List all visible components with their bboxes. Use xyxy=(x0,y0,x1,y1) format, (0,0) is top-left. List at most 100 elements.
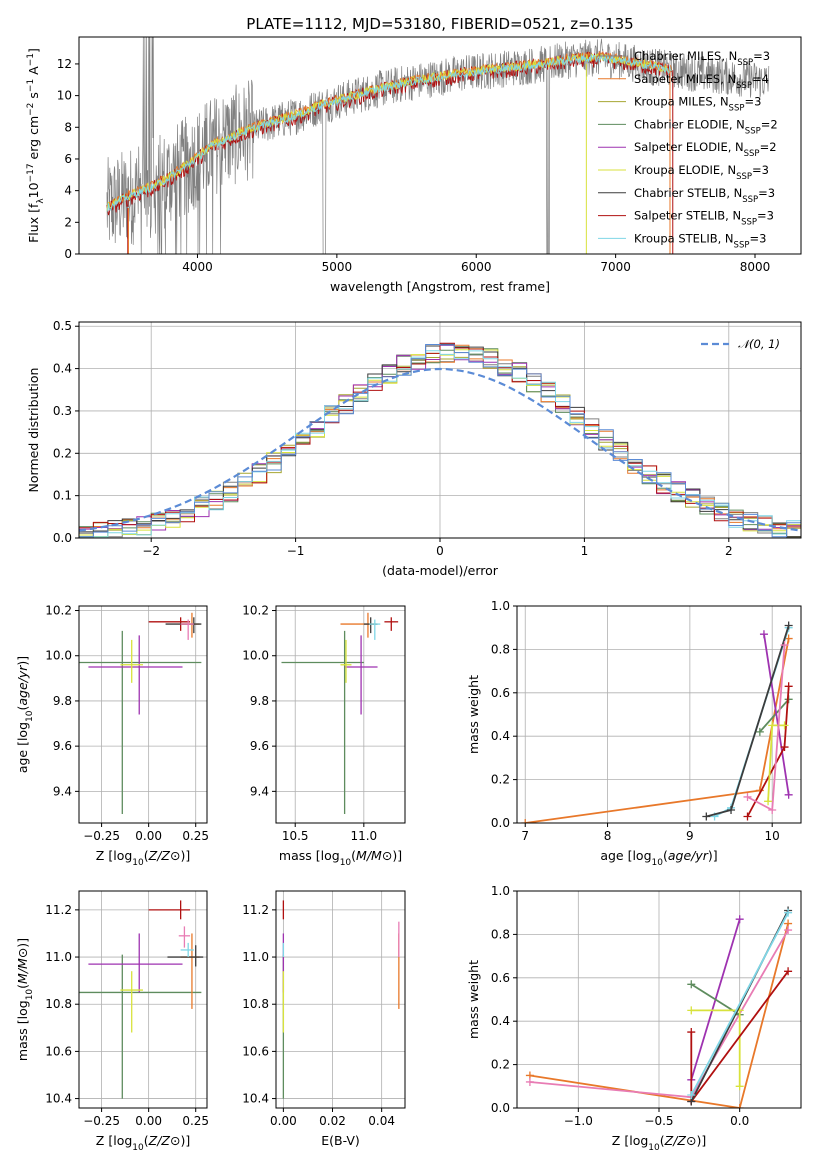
x-axis-label: mass [log10(M/M⊙)] xyxy=(279,848,402,868)
mass-weight-marker xyxy=(735,915,744,924)
y-tick-label: 9.6 xyxy=(250,739,269,753)
mass-weight-marker xyxy=(780,721,789,730)
errorbar-point xyxy=(281,630,364,814)
x-tick-label: 8000 xyxy=(740,260,771,274)
mass-weight-marker xyxy=(768,805,777,814)
x-tick-label: 0.25 xyxy=(182,829,209,843)
legend-entry: Salpeter ELODIE, NSSP=2 xyxy=(634,140,777,159)
mass-weight-marker xyxy=(780,641,789,650)
y-tick-label: 2 xyxy=(64,215,72,229)
mass-weight-marker xyxy=(780,743,789,752)
y-tick-label: 10 xyxy=(57,89,72,103)
y-tick-label: 10.0 xyxy=(45,649,72,663)
y-tick-label: 0.3 xyxy=(53,404,72,418)
errorbar-point xyxy=(148,900,191,920)
errorbar-point xyxy=(167,945,204,967)
x-axis-label: Z [log10(Z/Z⊙)] xyxy=(612,1133,706,1153)
errorbar-point xyxy=(88,933,183,993)
errorbar-point xyxy=(180,619,194,640)
residual-histogram-step xyxy=(79,344,801,538)
mass-weight-marker xyxy=(784,926,793,935)
mass-weight-marker xyxy=(525,1077,534,1086)
x-tick-label: 7000 xyxy=(600,260,631,274)
axes-frame xyxy=(78,605,208,824)
normal-distribution-curve xyxy=(79,367,801,532)
y-tick-label: 11.2 xyxy=(45,903,72,917)
y-tick-label: 9.4 xyxy=(53,784,72,798)
y-tick-label: 10.2 xyxy=(45,604,72,618)
mass-weight-marker xyxy=(784,621,793,630)
weight-vs-z-panel: −1.0 −0.5 0.0 0.0 0.2 0.4 0.6 0.8 1.0 Z [log10(Z/… xyxy=(466,884,802,1153)
errorbar-point xyxy=(79,954,202,1099)
errorbar-point xyxy=(344,635,378,715)
y-tick-label: 0.4 xyxy=(491,1014,510,1028)
x-tick-label: 1 xyxy=(581,544,589,558)
legend-entry: Kroupa STELIB, NSSP=3 xyxy=(634,231,766,250)
y-axis-label: mass [log10(M/M⊙)] xyxy=(15,938,35,1061)
plot-area xyxy=(521,621,793,823)
mass-weight-marker xyxy=(755,727,764,736)
y-tick-label: 10.6 xyxy=(45,1044,72,1058)
errorbar-point xyxy=(369,619,381,640)
age-vs-mass-panel: 10.5 11.0 9.4 9.6 9.8 10.0 10.2 mass [log10(M/M… xyxy=(242,604,406,868)
axes-frame xyxy=(275,605,406,824)
legend-entry: Kroupa MILES, NSSP=3 xyxy=(634,95,761,114)
axes-frame xyxy=(516,605,802,824)
x-tick-label: 4000 xyxy=(182,260,213,274)
mass-weight-marker xyxy=(784,967,793,976)
y-tick-label: 1.0 xyxy=(491,599,510,613)
y-tick-label: 0.6 xyxy=(491,686,510,700)
mass-weight-marker xyxy=(784,908,793,917)
mass-weight-line xyxy=(690,912,789,1096)
legend-entry: Chabrier ELODIE, NSSP=2 xyxy=(634,117,778,136)
x-tick-label: −1.0 xyxy=(564,1114,593,1128)
x-axis-label: E(B-V) xyxy=(321,1133,360,1148)
mass-weight-marker xyxy=(687,980,696,989)
errorbar-point xyxy=(180,942,194,958)
plot-area xyxy=(106,37,770,254)
y-axis-label: mass weight xyxy=(466,675,481,754)
y-tick-label: 10.6 xyxy=(242,1044,269,1058)
x-tick-label: −1 xyxy=(287,544,305,558)
y-tick-label: 9.8 xyxy=(53,694,72,708)
spectrum-legend: Chabrier MILES, NSSP=3 Salpeter MILES, NS… xyxy=(598,49,778,250)
mass-weight-marker xyxy=(687,1006,696,1015)
mass-weight-marker xyxy=(687,1028,696,1037)
x-tick-label: 10 xyxy=(765,829,780,843)
legend-entry: Salpeter STELIB, NSSP=3 xyxy=(634,209,774,228)
y-tick-label: 0.6 xyxy=(491,971,510,985)
mass-weight-marker xyxy=(764,797,773,806)
mass-weight-marker xyxy=(735,1104,744,1108)
legend-entry: 𝒩(0, 1) xyxy=(738,337,780,351)
y-tick-label: 10.8 xyxy=(45,997,72,1011)
y-tick-label: 6 xyxy=(64,152,72,166)
y-tick-label: 0.4 xyxy=(53,362,72,376)
y-tick-label: 9.6 xyxy=(53,739,72,753)
x-axis-label: (data-model)/error xyxy=(382,563,499,578)
mass-weight-marker xyxy=(759,630,768,639)
y-tick-label: 11.2 xyxy=(242,903,269,917)
y-tick-label: 0.8 xyxy=(491,642,510,656)
x-tick-label: 0.02 xyxy=(319,1114,346,1128)
mass-weight-marker xyxy=(687,1090,696,1099)
y-tick-label: 0.2 xyxy=(491,773,510,787)
plot-area xyxy=(525,906,793,1108)
mass-weight-marker xyxy=(768,721,777,730)
y-tick-label: 10.4 xyxy=(45,1092,72,1106)
y-tick-label: 0.8 xyxy=(491,927,510,941)
kroupa-stelib-model-line xyxy=(106,52,672,213)
y-tick-label: 0.0 xyxy=(491,816,510,830)
legend-entry: Kroupa ELODIE, NSSP=3 xyxy=(634,163,769,182)
y-tick-label: 0 xyxy=(64,247,72,261)
mass-vs-z-panel: −0.25 0.00 0.25 10.4 10.6 10.8 11.0 11.2 Z [log1… xyxy=(15,890,209,1153)
y-tick-label: 12 xyxy=(57,57,72,71)
mass-weight-marker xyxy=(743,812,752,821)
x-tick-label: 0.25 xyxy=(182,1114,209,1128)
x-tick-label: −2 xyxy=(142,544,160,558)
errorbar-point xyxy=(79,630,202,814)
plot-area xyxy=(281,612,399,814)
mass-weight-marker xyxy=(743,792,752,801)
errorbar-point xyxy=(178,926,191,948)
y-tick-label: 11.0 xyxy=(45,950,72,964)
